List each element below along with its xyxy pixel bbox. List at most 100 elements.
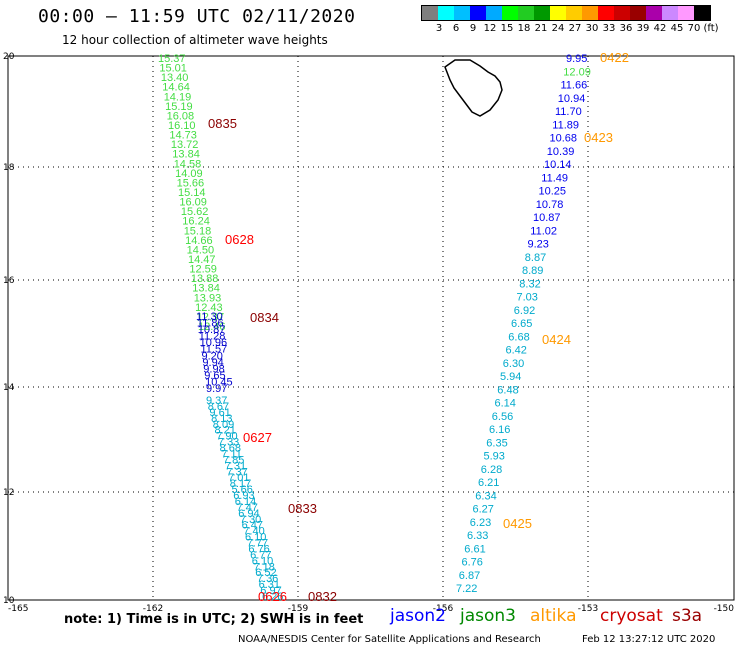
legend-label: 24: [551, 23, 565, 34]
wave-height-label-east: 10.94: [558, 93, 586, 105]
wave-height-label-east: 6.61: [464, 543, 485, 555]
wave-height-label-cyan: 6.47: [242, 520, 263, 532]
wave-height-label-east: 6.27: [473, 504, 494, 516]
pass-time-label: 0423: [584, 130, 613, 145]
wave-height-label-cyan: 6.77: [250, 549, 271, 561]
wave-height-label-east: 8.87: [525, 252, 546, 264]
legend-label: 12: [483, 23, 497, 34]
wave-height-label-green: 16.10: [168, 120, 196, 132]
wave-height-label-cyan: 7.31: [225, 460, 246, 472]
wave-height-label-cyan: 6.14: [235, 496, 256, 508]
legend-swatch: [694, 6, 710, 20]
wave-height-label-cyan: 7.33: [218, 437, 239, 449]
legend-label: 9: [469, 23, 477, 34]
wave-height-label-cyan: 7.30: [240, 514, 261, 526]
legend-swatch: [534, 6, 550, 20]
wave-height-label-cyan: 6.97: [260, 585, 281, 597]
wave-height-label-cyan: 9.37: [206, 395, 227, 407]
wave-height-label-east: 11.89: [552, 119, 579, 131]
wave-height-label-east: 8.32: [519, 278, 540, 290]
legend-label: 21: [534, 23, 548, 34]
wave-height-label-cyan: 7.90: [216, 431, 237, 443]
legend-sat-jason2: jason2: [390, 606, 446, 626]
wave-height-label-east: 9.23: [528, 239, 549, 251]
wave-height-label-east: 12.09: [563, 66, 591, 78]
legend-label: 3: [435, 23, 443, 34]
wave-height-label-green: 14.19: [164, 91, 192, 103]
wave-height-label-cyan: 7.11: [221, 449, 242, 461]
legend-swatch: [438, 6, 454, 20]
wave-height-label-blue: 9.97: [206, 383, 227, 395]
wave-height-label-east: 11.02: [530, 225, 557, 237]
wave-height-label-east: 7.22: [456, 583, 477, 595]
latitude-tick-label: 16: [3, 276, 15, 286]
wave-height-label-east: 6.65: [511, 318, 532, 330]
legend-swatch: [470, 6, 486, 20]
wave-height-label-east: 6.33: [467, 530, 488, 542]
legend-swatch: [550, 6, 566, 20]
wave-height-label-east: 10.78: [536, 199, 564, 211]
wave-height-label-east: 6.21: [478, 477, 499, 489]
legend-label: 6: [452, 23, 460, 34]
legend-swatch: [614, 6, 630, 20]
wave-height-label-east: 10.87: [533, 212, 561, 224]
wave-height-label-east: 10.39: [547, 146, 575, 158]
legend-label: 18: [517, 23, 531, 34]
wave-height-label-east: 6.28: [481, 464, 502, 476]
legend-swatch: [630, 6, 646, 20]
wave-height-label-blue: 9.94: [202, 357, 223, 369]
wave-height-label-blue: 10.96: [200, 337, 228, 349]
wave-height-label-green: 14.66: [185, 235, 213, 247]
island-outline: [444, 59, 503, 117]
wave-height-label-east: 6.87: [459, 570, 480, 582]
latitude-tick-label: 10: [3, 596, 15, 606]
legend-sat-jason3: jason3: [460, 606, 516, 626]
wave-height-label-east: 6.23: [470, 517, 491, 529]
wave-height-label-green: 13.88: [191, 273, 219, 285]
wave-height-label-green: 15.14: [178, 187, 206, 199]
pass-time-label: 0835: [208, 116, 237, 131]
pass-time-label: 0424: [542, 332, 571, 347]
wave-height-label-cyan: 6.52: [255, 567, 276, 579]
legend-swatch: [646, 6, 662, 20]
wave-height-label-green: 12.46: [198, 321, 226, 333]
wave-height-label-green: 14.47: [188, 254, 216, 266]
wave-height-label-east: 6.14: [495, 398, 516, 410]
wave-height-label-cyan: 7.01: [228, 472, 249, 484]
legend-swatch: [486, 6, 502, 20]
wave-height-label-east: 9.95: [566, 53, 587, 65]
wave-height-label-cyan: 7.77: [247, 538, 268, 550]
map-frame: [7, 55, 735, 601]
wave-height-label-cyan: 7.85: [223, 454, 244, 466]
wave-height-label-green: 14.09: [175, 168, 203, 180]
wave-height-label-cyan: 5.66: [232, 484, 253, 496]
wave-height-label-green: 13.93: [194, 292, 222, 304]
wave-height-label-blue: 9.65: [204, 370, 225, 382]
wave-height-label-cyan: 8.13: [211, 413, 232, 425]
legend-labels: 3 6 9 12 15 18 21 24 27 30 33 36 39 42 45 70 (ft): [421, 21, 719, 35]
legend-label: 15: [500, 23, 514, 34]
wave-height-label-blue: 11.30: [196, 311, 223, 323]
wave-height-label-green: 16.09: [179, 197, 207, 209]
wave-height-label-green: 14.64: [162, 82, 190, 94]
pass-time-label: 0833: [288, 501, 317, 516]
legend-label: 27: [568, 23, 582, 34]
wave-height-label-cyan: 7.40: [243, 526, 264, 538]
wave-height-label-cyan: 6.26: [262, 591, 283, 603]
wave-height-label-cyan: 7.18: [254, 561, 275, 573]
wave-height-label-east: 5.94: [500, 371, 521, 383]
longitude-tick-label: -159: [288, 604, 309, 614]
map-subtitle: 12 hour collection of altimeter wave hei…: [62, 33, 328, 47]
wave-height-label-east: 6.35: [486, 437, 507, 449]
wave-height-label-cyan: 8.21: [215, 425, 236, 437]
wave-height-label-cyan: 6.31: [259, 579, 280, 591]
wave-height-label-green: 16.24: [182, 216, 210, 228]
pass-time-label: 0628: [225, 232, 254, 247]
wave-height-label-cyan: 6.76: [248, 544, 269, 556]
wave-height-label-east: 6.68: [508, 331, 529, 343]
wave-height-label-green: 12.37: [197, 311, 225, 323]
wave-height-label-east: 6.30: [503, 358, 524, 370]
legend-label: 42: [653, 23, 667, 34]
wave-height-label-east: 6.56: [492, 411, 513, 423]
